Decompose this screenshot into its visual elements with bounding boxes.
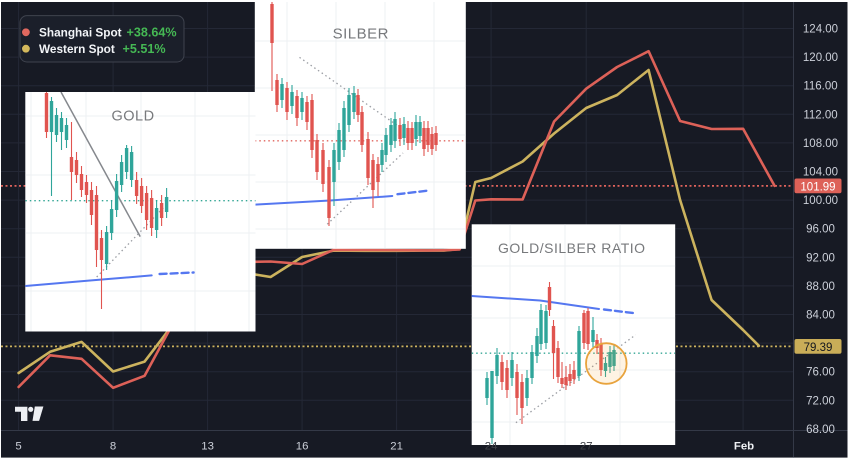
svg-text:SILBER: SILBER <box>333 26 389 43</box>
svg-text:8: 8 <box>110 441 116 453</box>
svg-text:84.00: 84.00 <box>806 310 835 322</box>
svg-text:116.00: 116.00 <box>803 81 837 93</box>
svg-text:21: 21 <box>390 441 403 453</box>
svg-text:5: 5 <box>15 441 21 453</box>
svg-text:79.39: 79.39 <box>804 342 833 354</box>
svg-text:101.99: 101.99 <box>800 181 835 193</box>
svg-text:124.00: 124.00 <box>803 24 838 36</box>
svg-text:72.00: 72.00 <box>806 395 835 407</box>
svg-text:76.00: 76.00 <box>806 367 835 379</box>
svg-text:88.00: 88.00 <box>806 281 835 293</box>
svg-text:120.00: 120.00 <box>803 52 838 64</box>
svg-text:27: 27 <box>580 441 593 453</box>
svg-text:Shanghai Spot: Shanghai Spot <box>39 26 122 40</box>
svg-text:+5.51%: +5.51% <box>123 42 166 56</box>
svg-text:108.00: 108.00 <box>803 138 838 150</box>
svg-text:112.00: 112.00 <box>803 109 837 121</box>
svg-text:16: 16 <box>296 441 309 453</box>
svg-text:24: 24 <box>485 441 498 453</box>
svg-text:GOLD/SILBER RATIO: GOLD/SILBER RATIO <box>498 240 646 256</box>
svg-text:100.00: 100.00 <box>803 195 838 207</box>
svg-text:Western Spot: Western Spot <box>39 42 115 56</box>
svg-text:96.00: 96.00 <box>806 224 835 236</box>
svg-text:13: 13 <box>201 441 214 453</box>
svg-text:104.00: 104.00 <box>803 167 838 179</box>
svg-text:+38.64%: +38.64% <box>127 26 177 40</box>
svg-text:68.00: 68.00 <box>806 424 835 436</box>
svg-text:92.00: 92.00 <box>806 252 835 264</box>
svg-text:GOLD: GOLD <box>111 109 154 125</box>
svg-text:Feb: Feb <box>734 441 754 453</box>
